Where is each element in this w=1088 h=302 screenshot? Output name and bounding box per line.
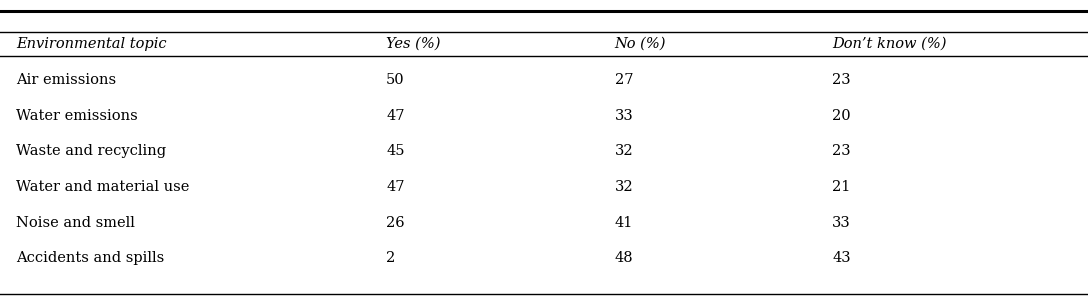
Text: 26: 26 [386, 216, 405, 230]
Text: Waste and recycling: Waste and recycling [16, 144, 166, 158]
Text: 21: 21 [832, 180, 851, 194]
Text: 32: 32 [615, 180, 633, 194]
Text: 2: 2 [386, 251, 396, 265]
Text: Don’t know (%): Don’t know (%) [832, 37, 947, 51]
Text: 23: 23 [832, 144, 851, 158]
Text: 20: 20 [832, 109, 851, 123]
Text: Environmental topic: Environmental topic [16, 37, 166, 51]
Text: 45: 45 [386, 144, 405, 158]
Text: 48: 48 [615, 251, 633, 265]
Text: 41: 41 [615, 216, 633, 230]
Text: 33: 33 [832, 216, 851, 230]
Text: Yes (%): Yes (%) [386, 37, 441, 51]
Text: 27: 27 [615, 73, 633, 87]
Text: 32: 32 [615, 144, 633, 158]
Text: 43: 43 [832, 251, 851, 265]
Text: 50: 50 [386, 73, 405, 87]
Text: 47: 47 [386, 180, 405, 194]
Text: 23: 23 [832, 73, 851, 87]
Text: No (%): No (%) [615, 37, 666, 51]
Text: Water emissions: Water emissions [16, 109, 138, 123]
Text: 47: 47 [386, 109, 405, 123]
Text: 33: 33 [615, 109, 633, 123]
Text: Water and material use: Water and material use [16, 180, 189, 194]
Text: Noise and smell: Noise and smell [16, 216, 135, 230]
Text: Accidents and spills: Accidents and spills [16, 251, 164, 265]
Text: Air emissions: Air emissions [16, 73, 116, 87]
